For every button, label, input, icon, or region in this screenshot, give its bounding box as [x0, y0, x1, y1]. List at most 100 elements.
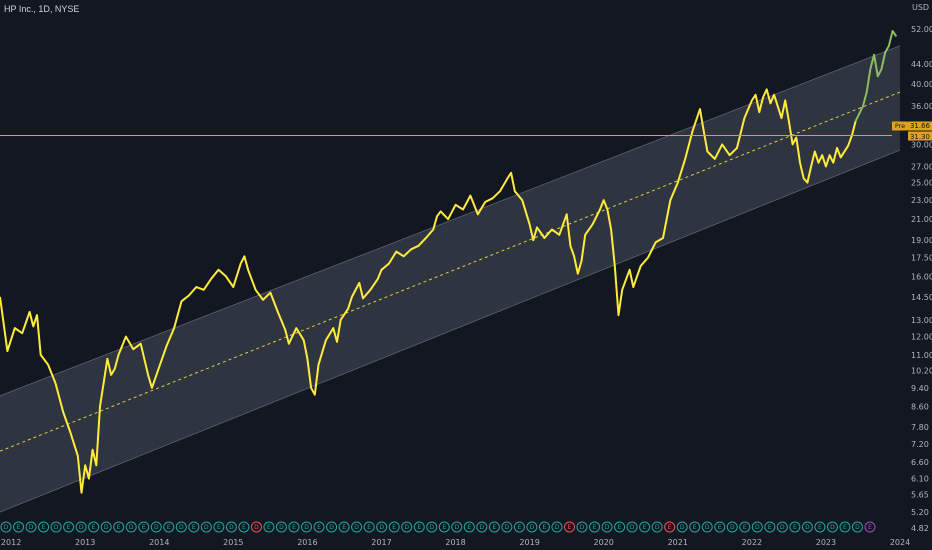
event-marker[interactable]: D [626, 521, 638, 533]
event-marker[interactable]: E [664, 521, 676, 533]
event-marker-circle [100, 521, 112, 533]
event-marker[interactable]: E [563, 521, 575, 533]
event-marker[interactable]: E [639, 521, 651, 533]
event-marker[interactable]: E [363, 521, 375, 533]
event-marker[interactable]: D [351, 521, 363, 533]
event-marker-label: E [67, 524, 71, 531]
event-marker-label: E [868, 524, 872, 531]
event-marker-circle [864, 521, 876, 533]
event-marker[interactable]: E [589, 521, 601, 533]
y-tick-label: 21.00 [911, 215, 932, 224]
event-marker[interactable]: D [776, 521, 788, 533]
event-marker[interactable]: D [526, 521, 538, 533]
event-marker[interactable]: E [63, 521, 75, 533]
event-marker-circle [250, 521, 262, 533]
event-marker[interactable]: E [338, 521, 350, 533]
event-marker-circle [526, 521, 538, 533]
event-marker[interactable]: D [100, 521, 112, 533]
event-marker[interactable]: D [501, 521, 513, 533]
event-marker[interactable]: E [138, 521, 150, 533]
event-marker-label: D [530, 524, 535, 531]
event-marker[interactable]: D [751, 521, 763, 533]
event-marker[interactable]: E [413, 521, 425, 533]
event-marker[interactable]: D [826, 521, 838, 533]
event-marker-label: E [618, 524, 622, 531]
event-marker-label: D [179, 524, 184, 531]
event-marker[interactable]: E [263, 521, 275, 533]
event-marker[interactable]: D [175, 521, 187, 533]
event-marker[interactable]: E [288, 521, 300, 533]
event-marker[interactable]: D [326, 521, 338, 533]
event-marker[interactable]: E [38, 521, 50, 533]
event-marker[interactable]: E [764, 521, 776, 533]
event-marker-circle [488, 521, 500, 533]
event-marker[interactable]: D [801, 521, 813, 533]
event-marker[interactable]: D [551, 521, 563, 533]
event-marker[interactable]: D [150, 521, 162, 533]
event-marker[interactable]: E [689, 521, 701, 533]
event-marker[interactable]: E [213, 521, 225, 533]
x-tick-label: 2018 [445, 538, 465, 547]
event-marker[interactable]: D [125, 521, 137, 533]
event-marker[interactable]: E [814, 521, 826, 533]
event-marker[interactable]: E [313, 521, 325, 533]
event-marker[interactable]: E [614, 521, 626, 533]
y-tick-label: 14.50 [911, 293, 932, 302]
event-marker[interactable]: E [513, 521, 525, 533]
event-marker[interactable]: D [851, 521, 863, 533]
event-marker[interactable]: D [376, 521, 388, 533]
event-marker[interactable]: D [701, 521, 713, 533]
event-marker[interactable]: D [200, 521, 212, 533]
event-marker[interactable]: D [0, 521, 12, 533]
event-marker[interactable]: E [839, 521, 851, 533]
event-marker[interactable]: E [388, 521, 400, 533]
event-marker[interactable]: D [301, 521, 313, 533]
event-marker[interactable]: D [426, 521, 438, 533]
event-marker-label: D [79, 524, 84, 531]
event-marker[interactable]: E [438, 521, 450, 533]
event-marker[interactable]: E [13, 521, 25, 533]
event-marker[interactable]: D [75, 521, 87, 533]
event-marker[interactable]: E [739, 521, 751, 533]
event-marker-label: E [718, 524, 722, 531]
event-marker-label: E [92, 524, 96, 531]
event-marker[interactable]: E [163, 521, 175, 533]
event-marker[interactable]: D [250, 521, 262, 533]
event-marker-circle [125, 521, 137, 533]
event-marker[interactable]: E [88, 521, 100, 533]
event-marker[interactable]: E [488, 521, 500, 533]
event-marker-label: D [204, 524, 209, 531]
event-marker-circle [538, 521, 550, 533]
event-marker[interactable]: D [401, 521, 413, 533]
event-marker-circle [764, 521, 776, 533]
event-marker-label: E [267, 524, 271, 531]
event-marker[interactable]: E [188, 521, 200, 533]
event-marker-circle [851, 521, 863, 533]
event-marker[interactable]: E [714, 521, 726, 533]
event-marker[interactable]: E [113, 521, 125, 533]
event-marker[interactable]: D [451, 521, 463, 533]
event-marker[interactable]: E [864, 521, 876, 533]
event-marker[interactable]: D [726, 521, 738, 533]
event-marker-circle [776, 521, 788, 533]
pre-value-label: 31.66 [910, 122, 931, 130]
event-marker-label: D [279, 524, 284, 531]
event-marker[interactable]: D [25, 521, 37, 533]
event-marker-circle [726, 521, 738, 533]
y-tick-label: 17.50 [911, 253, 932, 262]
event-marker[interactable]: D [576, 521, 588, 533]
event-marker-label: D [104, 524, 109, 531]
event-marker[interactable]: D [676, 521, 688, 533]
event-marker[interactable]: E [463, 521, 475, 533]
event-marker[interactable]: E [238, 521, 250, 533]
event-marker[interactable]: D [50, 521, 62, 533]
event-marker[interactable]: D [651, 521, 663, 533]
event-marker[interactable]: D [476, 521, 488, 533]
event-marker[interactable]: D [275, 521, 287, 533]
event-marker-circle [751, 521, 763, 533]
event-marker[interactable]: D [601, 521, 613, 533]
event-marker[interactable]: E [789, 521, 801, 533]
event-marker[interactable]: E [538, 521, 550, 533]
event-marker[interactable]: D [225, 521, 237, 533]
